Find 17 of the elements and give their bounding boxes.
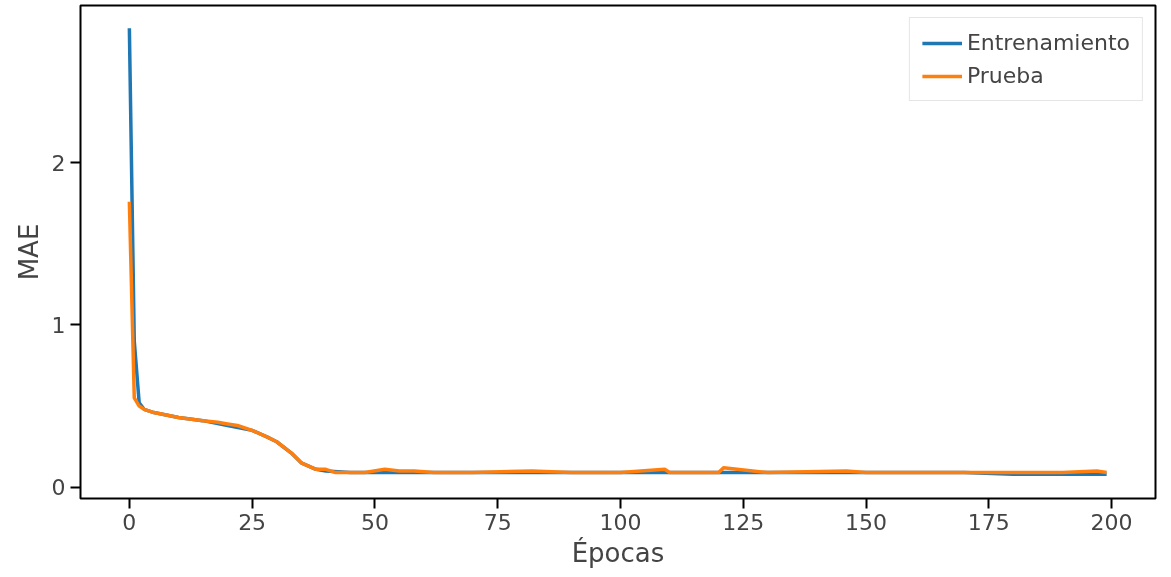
legend-label: Entrenamiento — [966, 30, 1130, 55]
y-tick-label: 2 — [51, 150, 66, 176]
x-tick-label: 0 — [122, 509, 137, 535]
x-tick-label: 100 — [599, 509, 642, 535]
y-tick-label: 1 — [51, 312, 66, 338]
line-series — [127, 199, 1109, 475]
x-tick-label: 75 — [483, 509, 512, 535]
y-axis-title: MAE — [13, 223, 44, 281]
x-axis-title: Épocas — [571, 536, 665, 568]
x-tick-label: 50 — [360, 509, 389, 535]
x-tick-label: 150 — [845, 509, 888, 535]
legend-label: Prueba — [966, 63, 1044, 88]
x-tick-label: 200 — [1090, 509, 1133, 535]
y-tick-label: 0 — [51, 475, 66, 501]
x-tick-label: 25 — [238, 509, 267, 535]
x-tick-label: 175 — [967, 509, 1010, 535]
x-tick-label: 125 — [722, 509, 765, 535]
